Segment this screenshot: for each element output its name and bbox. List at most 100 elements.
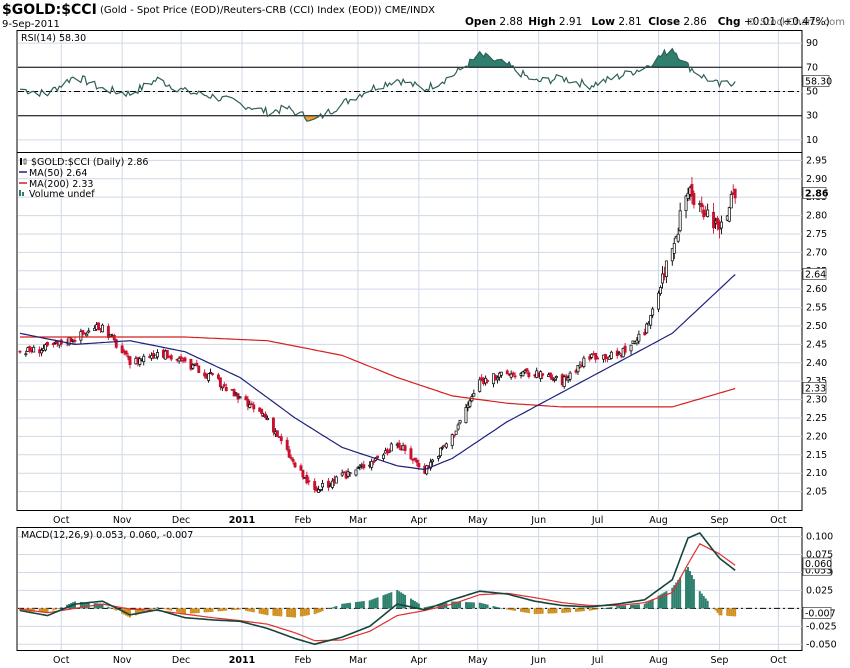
price-candle-body <box>719 221 723 229</box>
price-candle-body <box>287 449 291 458</box>
price-candle-body <box>120 345 124 354</box>
macd-histogram-bar <box>101 603 104 609</box>
macd-histogram-bar <box>166 608 169 610</box>
price-grid <box>18 153 802 510</box>
macd-histogram-bar <box>657 595 660 609</box>
macd-line <box>19 532 736 646</box>
price-candle-body <box>305 474 309 484</box>
month-label: Oct <box>53 515 70 526</box>
legend-volume-swatch <box>19 190 21 196</box>
macd-histogram-bar <box>248 608 251 612</box>
price-candle-body <box>552 379 556 381</box>
macd-histogram-bar <box>565 608 568 613</box>
rsi-fill-areas <box>304 48 688 122</box>
macd-legend: MACD(12,26,9) 0.053, 0.060, -0.007 <box>21 530 193 541</box>
rsi-y-ticks: 10 30 50 70 90 58.30 <box>802 38 832 146</box>
macd-histogram-bar <box>335 605 338 609</box>
macd-histogram-bar <box>221 608 224 612</box>
macd-histogram-bar <box>714 608 717 611</box>
price-candle-body <box>211 373 214 375</box>
macd-histogram-bar <box>191 608 194 614</box>
macd-histogram-bar <box>525 608 528 613</box>
macd-histogram-bar <box>258 608 261 614</box>
ma50-last-tag: 2.64 <box>805 269 826 280</box>
macd-tick-label: -0.050 <box>806 639 837 650</box>
price-candle-body <box>197 365 201 374</box>
macd-histogram-bar <box>305 608 308 616</box>
ohlc-low: Low 2.81 <box>591 16 641 28</box>
price-candle-body <box>661 273 664 284</box>
ma200-line <box>20 336 736 408</box>
price-candle-body <box>87 330 91 333</box>
macd-histogram-bar <box>303 608 306 616</box>
price-candle-body <box>486 380 490 382</box>
month-label: Mar <box>349 655 367 666</box>
price-candle-body <box>729 194 733 209</box>
macd-histogram-bar <box>148 608 151 611</box>
macd-histogram-bar <box>610 607 613 609</box>
macd-histogram-bar <box>576 608 579 612</box>
macd-histogram-bar <box>46 608 49 613</box>
rsi-oversold-fill <box>304 115 319 122</box>
macd-histogram-bar <box>726 608 729 616</box>
rsi-last-value: 58.30 <box>805 76 832 87</box>
symbol-description: (Gold - Spot Price (EOD)/Reuters-CRB (CC… <box>100 5 435 16</box>
macd-histogram-bar <box>347 603 350 609</box>
price-candle-body <box>348 472 352 475</box>
macd-histogram-bar <box>138 608 141 614</box>
macd-histogram-bar <box>301 608 304 617</box>
macd-histogram-bar <box>125 608 128 616</box>
macd-histogram-bar <box>539 608 542 614</box>
price-tick-label: 2.60 <box>806 284 827 295</box>
macd-histogram-bar <box>176 608 179 613</box>
macd-histogram-bar <box>482 603 485 609</box>
macd-panel: -0.050-0.0250.0250.0500.0750.1000.0530.0… <box>16 527 837 666</box>
price-candle-body <box>238 396 242 399</box>
macd-histogram-bar <box>266 608 269 616</box>
macd-histogram-bar <box>107 606 110 609</box>
macd-histogram-bar <box>396 590 399 609</box>
macd-histogram-bar <box>618 605 621 609</box>
price-candle-body <box>189 358 193 370</box>
macd-histogram-bar <box>496 607 499 609</box>
chart-header: $GOLD:$CCI (Gold - Spot Price (EOD)/Reut… <box>2 2 845 30</box>
macd-histogram-bar <box>596 608 599 610</box>
price-candle-body <box>454 430 458 435</box>
price-candle-body <box>291 459 295 462</box>
price-candle-body <box>293 462 297 468</box>
macd-histogram-bar <box>343 603 346 609</box>
macd-histogram-bar <box>588 608 591 611</box>
price-last-tag-box <box>802 187 827 199</box>
rsi-overbought-fill <box>466 51 514 68</box>
price-candle-body <box>83 332 87 335</box>
macd-histogram-bar <box>480 603 483 609</box>
macd-histogram-bar <box>687 567 690 609</box>
macd-histogram-bar <box>679 577 682 609</box>
price-candle-body <box>676 233 680 242</box>
price-candle-body <box>177 357 181 362</box>
macd-histogram-bar <box>508 608 511 610</box>
price-candle-body <box>727 207 731 222</box>
macd-histogram-bar <box>702 595 705 609</box>
price-candle-body <box>285 439 289 450</box>
price-tick-label: 2.30 <box>806 395 827 406</box>
macd-histogram-bar <box>184 608 187 615</box>
price-candle-body <box>684 195 688 211</box>
price-candle-body <box>32 346 36 353</box>
price-candle-body <box>700 203 704 208</box>
price-x-ticks: Oct Nov Dec 2011 Feb Mar Apr May Jun Jul Aug Sep Oct <box>53 515 787 526</box>
macd-histogram-bar <box>673 585 676 609</box>
macd-histogram-bar <box>484 604 487 609</box>
price-candle-body <box>733 188 737 199</box>
price-candle-body <box>271 417 275 433</box>
price-candle-body <box>81 330 85 335</box>
month-label: Sep <box>710 655 728 666</box>
macd-histogram-bar <box>182 608 185 614</box>
macd-histogram-bar <box>608 607 611 609</box>
price-candle-body <box>415 459 419 463</box>
macd-histogram-bar <box>468 602 471 609</box>
macd-histogram-bar <box>154 607 157 609</box>
macd-histogram-bar <box>555 608 558 614</box>
macd-histogram-bar <box>331 607 334 609</box>
price-candle-body <box>142 355 146 362</box>
